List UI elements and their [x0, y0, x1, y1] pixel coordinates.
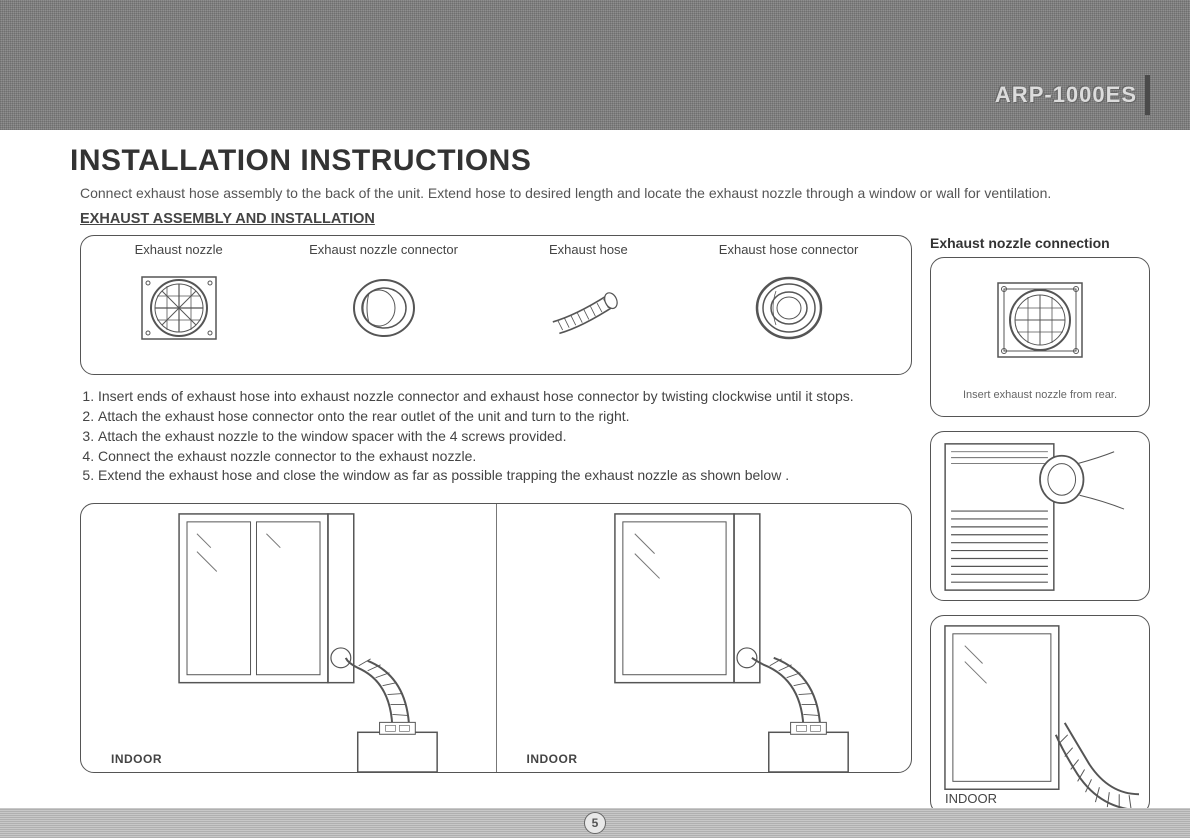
model-box: ARP-1000ES: [995, 75, 1150, 115]
step-5: Extend the exhaust hose and close the wi…: [98, 466, 912, 485]
model-divider: [1145, 75, 1150, 115]
window-hose-svg: [931, 616, 1149, 814]
page-title: INSTALLATION INSTRUCTIONS: [70, 144, 1150, 178]
right-nozzle-svg: [980, 273, 1100, 383]
installation-panel: INDOOR: [80, 503, 912, 773]
model-label: ARP-1000ES: [995, 82, 1137, 108]
right-column: Exhaust nozzle connection: [930, 235, 1150, 829]
right-panel-unit-rear: [930, 431, 1150, 601]
install-right-svg: [497, 504, 912, 772]
step-4: Connect the exhaust nozzle connector to …: [98, 447, 912, 466]
nozzle-icon: [134, 263, 224, 353]
footer-bar: 5: [0, 808, 1190, 838]
content-area: INSTALLATION INSTRUCTIONS Connect exhaus…: [0, 130, 1190, 829]
part-nozzle-connector: Exhaust nozzle connector: [309, 242, 458, 353]
subheading: EXHAUST ASSEMBLY AND INSTALLATION: [80, 211, 1150, 227]
indoor-label-right: INDOOR: [527, 752, 578, 766]
page-number: 5: [584, 812, 606, 834]
indoor-right-label: INDOOR: [945, 791, 997, 806]
header-bar: ARP-1000ES: [0, 0, 1190, 130]
install-left: INDOOR: [81, 504, 497, 772]
install-right: INDOOR: [497, 504, 912, 772]
part-hose-connector: Exhaust hose connector: [719, 242, 858, 353]
hose-connector-icon: [744, 263, 834, 353]
part-nozzle-connector-label: Exhaust nozzle connector: [309, 242, 458, 257]
part-hose-label: Exhaust hose: [549, 242, 628, 257]
nozzle-connector-icon: [339, 263, 429, 353]
right-panel-nozzle: Insert exhaust nozzle from rear.: [930, 257, 1150, 417]
main-row: Exhaust nozzle: [80, 235, 1150, 829]
left-column: Exhaust nozzle: [80, 235, 912, 829]
part-nozzle: Exhaust nozzle: [134, 242, 224, 353]
right-panel-window: INDOOR: [930, 615, 1150, 815]
part-nozzle-label: Exhaust nozzle: [135, 242, 223, 257]
installation-steps: Insert ends of exhaust hose into exhaust…: [80, 387, 912, 485]
hose-icon: [543, 263, 633, 353]
part-hose: Exhaust hose: [543, 242, 633, 353]
step-1: Insert ends of exhaust hose into exhaust…: [98, 387, 912, 406]
intro-text: Connect exhaust hose assembly to the bac…: [80, 184, 1150, 203]
step-2: Attach the exhaust hose connector onto t…: [98, 407, 912, 426]
right-title: Exhaust nozzle connection: [930, 235, 1150, 251]
part-hose-connector-label: Exhaust hose connector: [719, 242, 858, 257]
parts-panel: Exhaust nozzle: [80, 235, 912, 375]
insert-caption: Insert exhaust nozzle from rear.: [963, 389, 1117, 401]
step-3: Attach the exhaust nozzle to the window …: [98, 427, 912, 446]
install-left-svg: [81, 504, 496, 772]
unit-rear-svg: [931, 432, 1149, 600]
indoor-label-left: INDOOR: [111, 752, 162, 766]
